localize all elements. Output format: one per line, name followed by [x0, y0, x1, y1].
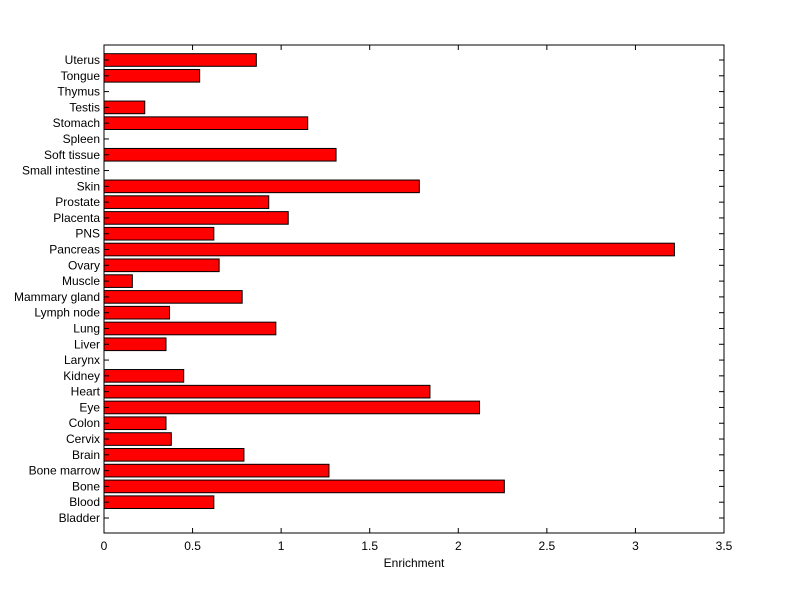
bar-heart — [103, 384, 431, 399]
y-tick-label-small-intestine: Small intestine — [22, 164, 100, 178]
bar-eye — [103, 400, 481, 415]
bar-tongue — [103, 68, 201, 83]
y-tick-label-placenta: Placenta — [53, 211, 100, 225]
bar-ovary — [103, 258, 220, 273]
bar-blood — [103, 495, 215, 510]
y-tick-label-cervix: Cervix — [66, 432, 100, 446]
x-tick-label-2: 1 — [278, 539, 285, 553]
bar-brain — [103, 448, 245, 462]
bar-pns — [103, 226, 215, 241]
y-tick-label-uterus: Uterus — [65, 53, 100, 67]
y-tick-label-ovary: Ovary — [68, 258, 100, 272]
y-tick-label-colon: Colon — [69, 416, 100, 430]
y-tick-label-larynx: Larynx — [64, 353, 100, 367]
x-axis-label: Enrichment — [384, 556, 445, 570]
x-axis-ticks: 0 0.5 1 1.5 2 2.5 3 3.5 — [101, 45, 733, 553]
y-tick-label-lung: Lung — [73, 321, 100, 335]
y-tick-label-testis: Testis — [69, 100, 100, 114]
y-tick-label-brain: Brain — [72, 448, 100, 462]
bar-lung — [103, 321, 277, 336]
y-tick-label-muscle: Muscle — [62, 274, 100, 288]
bar-testis — [103, 100, 146, 115]
y-tick-label-lymph-node: Lymph node — [34, 306, 100, 320]
x-tick-label-6: 3 — [632, 539, 639, 553]
plot-frame — [103, 44, 725, 534]
y-tick-label-eye: Eye — [79, 400, 100, 414]
bar-bone-marrow — [103, 463, 330, 478]
y-tick-label-bone-marrow: Bone marrow — [29, 464, 101, 478]
bar-uterus — [103, 53, 257, 67]
y-tick-label-bladder: Bladder — [59, 511, 100, 525]
x-tick-label-3: 1.5 — [361, 539, 378, 553]
bar-mammary-gland — [103, 290, 243, 304]
x-tick-label-5: 2.5 — [539, 539, 556, 553]
y-tick-label-soft-tissue: Soft tissue — [44, 148, 100, 162]
bar-prostate — [103, 195, 270, 209]
y-tick-label-skin: Skin — [77, 179, 100, 193]
bar-colon — [103, 416, 167, 431]
bar-soft-tissue — [103, 147, 337, 162]
y-tick-label-blood: Blood — [69, 495, 100, 509]
bar-stomach — [103, 116, 309, 130]
bar-lymph-node — [103, 305, 171, 320]
bar-kidney — [103, 369, 185, 383]
y-tick-label-kidney: Kidney — [63, 369, 100, 383]
y-tick-label-pancreas: Pancreas — [49, 243, 100, 257]
y-tick-label-prostate: Prostate — [55, 195, 100, 209]
bar-liver — [103, 337, 167, 352]
x-tick-label-0: 0 — [101, 539, 108, 553]
y-tick-label-mammary-gland: Mammary gland — [14, 290, 100, 304]
bar-cervix — [103, 432, 172, 446]
x-tick-label-1: 0.5 — [184, 539, 201, 553]
y-tick-label-pns: PNS — [75, 227, 100, 241]
x-tick-label-4: 2 — [455, 539, 462, 553]
y-tick-label-heart: Heart — [71, 385, 101, 399]
bar-placenta — [103, 211, 289, 225]
y-tick-label-tongue: Tongue — [61, 69, 101, 83]
y-tick-label-bone: Bone — [72, 479, 100, 493]
x-tick-label-7: 3.5 — [716, 539, 733, 553]
bar-pancreas — [103, 242, 675, 257]
y-tick-label-stomach: Stomach — [53, 116, 100, 130]
y-tick-label-thymus: Thymus — [57, 85, 100, 99]
bar-bone — [103, 479, 505, 494]
y-tick-label-liver: Liver — [74, 337, 100, 351]
bar-skin — [103, 179, 420, 194]
y-tick-label-spleen: Spleen — [63, 132, 100, 146]
